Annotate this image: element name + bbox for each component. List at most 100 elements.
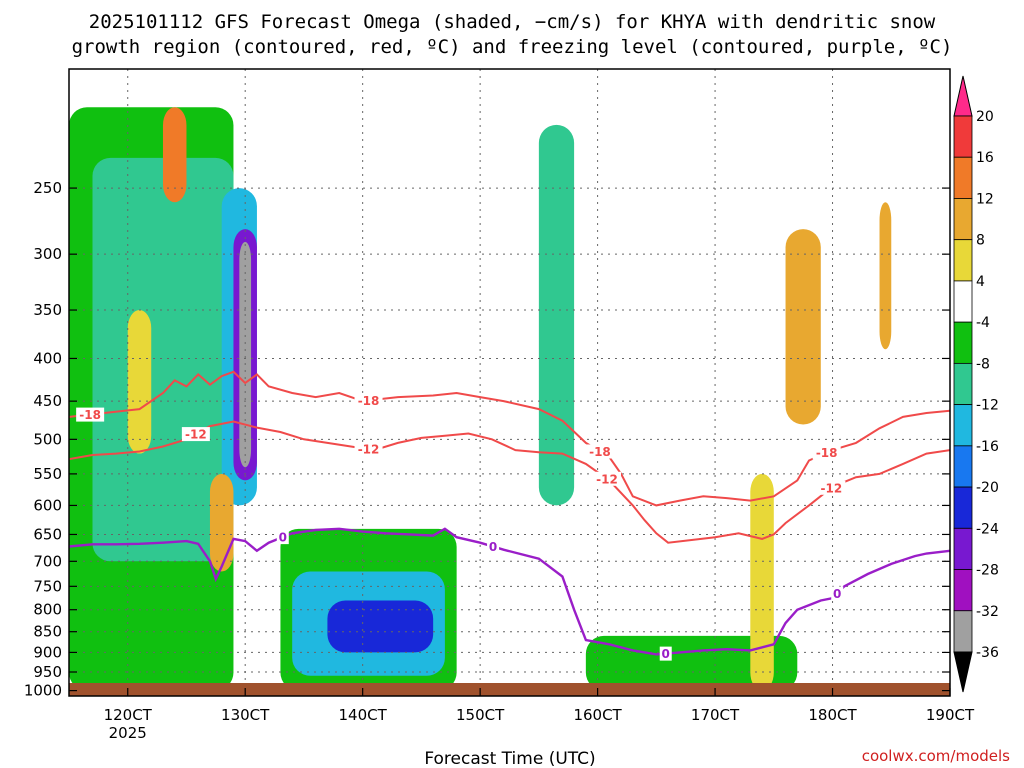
contour-label-bg: [659, 646, 672, 661]
x-tick-label: 190CT: [926, 706, 975, 724]
plot-frame: [68, 68, 951, 697]
colorbar-label: -16: [976, 439, 999, 455]
omega-patch-7: [327, 600, 434, 653]
colorbar-segment-1: [953, 156, 973, 199]
y-tick-label: 500: [33, 430, 62, 448]
contour-label-bg: [76, 407, 105, 422]
x-tick-label: 120CT: [104, 706, 153, 724]
colorbar-label: 12: [976, 191, 994, 207]
contour-label-bg: [487, 539, 500, 554]
contour-label-snow-growth: -12: [185, 428, 207, 442]
colorbar-label: -4: [976, 315, 990, 331]
x-tick-label: 150CT: [456, 706, 505, 724]
colorbar-label: -8: [976, 356, 990, 372]
x-tick-label: 130CT: [221, 706, 270, 724]
x-tick-label: 170CT: [691, 706, 740, 724]
y-tick-label: 800: [33, 601, 62, 619]
y-tick-label: 1000: [24, 682, 62, 700]
y-tick-label: 850: [33, 623, 62, 641]
y-tick-label: 550: [33, 465, 62, 483]
y-tick-label: 750: [33, 577, 62, 595]
contour-label-bg: [585, 444, 614, 459]
x-tick-label: 180CT: [808, 706, 857, 724]
omega-patch-4: [239, 241, 252, 468]
contour-label-freezing-level: 0: [489, 540, 497, 554]
x-axis-label: Forecast Time (UTC): [424, 749, 595, 768]
omega-patch-10: [127, 310, 152, 454]
x-tick-label: 140CT: [339, 706, 388, 724]
contour-label-bg: [592, 471, 621, 486]
colorbar-segment-10: [953, 527, 973, 570]
contour-snow-growth-1: [69, 420, 950, 544]
x-tick-label: 160CT: [573, 706, 622, 724]
colorbar: 20 16 12 8 4 -4 -8 -12 -16 -20 -24 -28 -32 -36: [953, 75, 999, 693]
colorbar-label: -20: [976, 480, 999, 496]
colorbar-label: -12: [976, 398, 999, 414]
contour-label-snow-growth: -12: [821, 481, 843, 495]
contour-label-snow-growth: -12: [358, 443, 380, 457]
contour-lines: -18 -18 -18 -18 -12 -12 -12 -12 0 0 0 0: [69, 370, 950, 661]
chart-title-line-1: 2025101112 GFS Forecast Omega (shaded, −…: [89, 11, 936, 33]
chart-title-line-2: growth region (contoured, red, ºC) and f…: [72, 36, 953, 58]
contour-snow-growth-0: [69, 370, 950, 507]
colorbar-label: -24: [976, 521, 999, 537]
y-tick-label: 700: [33, 552, 62, 570]
colorbar-label: 4: [976, 274, 985, 290]
contour-label-freezing-level: 0: [662, 647, 670, 661]
colorbar-segment-9: [953, 486, 973, 529]
colorbar-segment-7: [953, 404, 973, 447]
colorbar-label: -32: [976, 604, 999, 620]
omega-patch-13: [785, 229, 821, 425]
terrain-bar: [69, 683, 950, 696]
y-axis-ticks: 250 300 350 400 450 500 550 600 650 700 750 800 850 9…: [24, 179, 950, 700]
colorbar-segment-3: [953, 239, 973, 282]
credit-link[interactable]: coolwx.com/models: [862, 747, 1010, 765]
colorbar-bottom-arrow: [953, 651, 973, 693]
colorbar-segment-11: [953, 569, 973, 612]
y-tick-label: 400: [33, 349, 62, 367]
omega-patch-8: [538, 124, 575, 506]
y-tick-label: 350: [33, 301, 62, 319]
contour-label-bg: [354, 442, 383, 457]
colorbar-segment-0: [953, 115, 973, 158]
contour-label-bg: [181, 427, 210, 442]
y-tick-label: 950: [33, 663, 62, 681]
colorbar-label: 8: [976, 233, 985, 249]
omega-patch-14: [879, 202, 892, 350]
omega-patch-15: [162, 107, 187, 203]
contour-label-snow-growth: -18: [589, 445, 611, 459]
y-tick-label: 650: [33, 525, 62, 543]
colorbar-segment-5: [953, 321, 973, 364]
contour-label-snow-growth: -12: [596, 472, 618, 486]
colorbar-segment-12: [953, 610, 973, 653]
y-tick-label: 600: [33, 496, 62, 514]
y-tick-label: 300: [33, 245, 62, 263]
colorbar-segment-8: [953, 445, 973, 488]
colorbar-label: -28: [976, 563, 999, 579]
x-tick-sublabel: 2025: [109, 724, 147, 742]
contour-label-bg: [831, 586, 844, 601]
omega-patch-12: [750, 473, 774, 691]
colorbar-top-arrow: [953, 75, 973, 117]
contour-label-snow-growth: -18: [79, 408, 101, 422]
contour-label-bg: [276, 530, 289, 545]
contour-label-snow-growth: -18: [358, 394, 380, 408]
contour-label-freezing-level: 0: [279, 531, 287, 545]
colorbar-segment-2: [953, 198, 973, 241]
y-tick-label: 450: [33, 392, 62, 410]
contour-label-bg: [812, 445, 841, 460]
y-tick-label: 900: [33, 643, 62, 661]
contour-label-bg: [817, 480, 846, 495]
colorbar-segment-6: [953, 362, 973, 406]
contour-label-snow-growth: -18: [816, 446, 838, 460]
colorbar-label: -36: [976, 645, 999, 661]
contour-label-bg: [354, 393, 383, 408]
contour-freezing-level-2: [69, 527, 950, 656]
colorbar-segment-4: [953, 280, 973, 323]
colorbar-label: 20: [976, 109, 994, 125]
colorbar-label: 16: [976, 150, 994, 166]
y-tick-label: 250: [33, 179, 62, 197]
omega-patch-11: [209, 473, 234, 572]
